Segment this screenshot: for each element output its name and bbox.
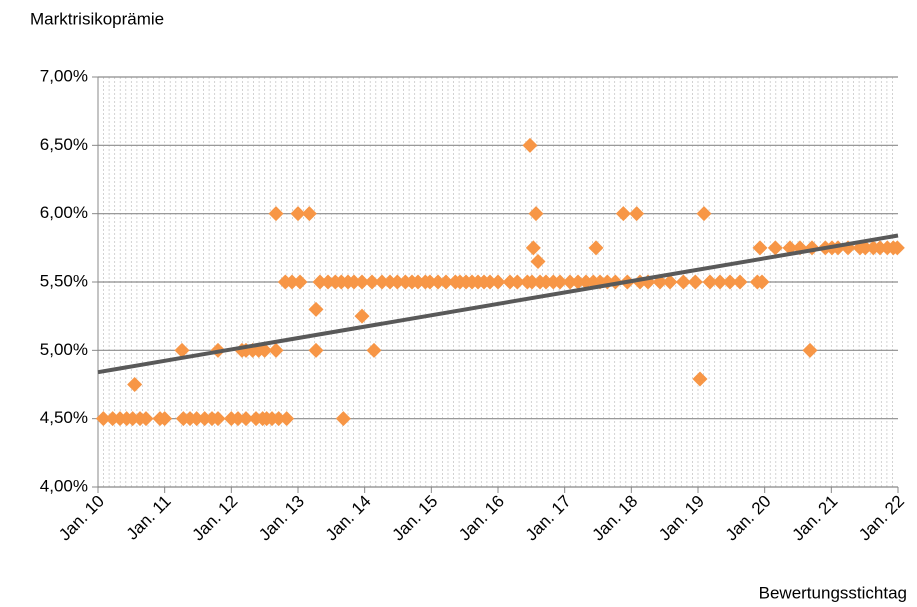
scatter-point bbox=[692, 371, 708, 387]
scatter-point bbox=[509, 274, 525, 290]
scatter-point bbox=[482, 274, 498, 290]
scatter-point bbox=[722, 274, 738, 290]
scatter-point bbox=[767, 240, 783, 256]
scatter-point bbox=[210, 411, 226, 427]
scatter-point bbox=[364, 274, 380, 290]
scatter-point bbox=[284, 274, 300, 290]
scatter-point bbox=[889, 240, 905, 256]
y-tick-label: 5,50% bbox=[40, 271, 88, 290]
scatter-point bbox=[752, 240, 768, 256]
scatter-point bbox=[174, 342, 190, 358]
scatter-point bbox=[389, 274, 405, 290]
scatter-point bbox=[687, 274, 703, 290]
scatter-point bbox=[562, 274, 578, 290]
scatter-point bbox=[301, 206, 317, 222]
scatter-point bbox=[490, 274, 506, 290]
scatter-point bbox=[570, 274, 586, 290]
scatter-point bbox=[422, 274, 438, 290]
scatter-point bbox=[95, 411, 111, 427]
scatter-point bbox=[268, 206, 284, 222]
scatter-point bbox=[354, 274, 370, 290]
scatter-point bbox=[308, 301, 324, 317]
x-tick-label: Jan. 12 bbox=[188, 492, 241, 545]
scatter-point bbox=[802, 342, 818, 358]
scatter-point bbox=[290, 206, 306, 222]
scatter-point bbox=[438, 274, 454, 290]
y-tick-label: 4,50% bbox=[40, 408, 88, 427]
scatter-point bbox=[530, 254, 546, 269]
scatter-point bbox=[354, 308, 370, 324]
scatter-point bbox=[857, 240, 873, 256]
scatter-point bbox=[374, 274, 390, 290]
scatter-point bbox=[524, 274, 540, 290]
scatter-point bbox=[127, 377, 143, 392]
scatter-point bbox=[629, 206, 645, 222]
scatter-point bbox=[754, 274, 770, 290]
scatter-point bbox=[712, 274, 728, 290]
x-tick-label: Jan. 10 bbox=[55, 492, 108, 545]
scatter-point bbox=[702, 274, 718, 290]
x-tick-label: Jan. 19 bbox=[655, 492, 708, 545]
scatter-point bbox=[662, 274, 678, 290]
scatter-point bbox=[189, 411, 205, 427]
x-tick-label: Jan. 13 bbox=[255, 492, 308, 545]
scatter-point bbox=[312, 274, 328, 290]
y-tick-label: 6,00% bbox=[40, 203, 88, 222]
scatter-point bbox=[675, 274, 691, 290]
scatter-point bbox=[588, 240, 604, 256]
x-axis-title: Bewertungsstichtag bbox=[759, 583, 907, 602]
scatter-point bbox=[238, 411, 254, 427]
x-tick-label: Jan. 15 bbox=[388, 492, 441, 545]
y-tick-label: 5,00% bbox=[40, 340, 88, 359]
y-tick-label: 7,00% bbox=[40, 66, 88, 85]
scatter-point bbox=[522, 137, 538, 153]
scatter-point bbox=[292, 274, 308, 290]
y-tick-label: 6,50% bbox=[40, 135, 88, 154]
scatter-point bbox=[230, 411, 246, 427]
x-tick-label: Jan. 16 bbox=[455, 492, 508, 545]
scatter-point bbox=[268, 342, 284, 358]
scatter-point bbox=[696, 206, 712, 222]
scatter-point bbox=[257, 342, 273, 358]
y-axis-title: Marktrisikoprämie bbox=[30, 9, 164, 28]
x-tick-label: Jan. 11 bbox=[123, 492, 175, 544]
y-tick-label: 4,00% bbox=[40, 476, 88, 495]
scatter-point bbox=[271, 411, 287, 427]
scatter-point bbox=[346, 274, 362, 290]
scatter-point bbox=[552, 274, 568, 290]
x-tick-label: Jan. 14 bbox=[322, 492, 375, 545]
scatter-point bbox=[279, 411, 295, 427]
scatter-point bbox=[528, 206, 544, 222]
x-tick-label: Jan. 21 bbox=[788, 492, 841, 545]
scatter-point bbox=[525, 240, 541, 256]
x-tick-label: Jan. 22 bbox=[855, 492, 908, 545]
scatter-point bbox=[138, 411, 154, 427]
scatter-point bbox=[615, 206, 631, 222]
x-tick-label: Jan. 17 bbox=[522, 492, 575, 545]
scatter-point bbox=[308, 342, 324, 358]
scatter-point bbox=[732, 274, 748, 290]
scatter-point bbox=[430, 274, 446, 290]
trend-line bbox=[97, 233, 899, 375]
scatter-point bbox=[366, 342, 382, 358]
scatter-point bbox=[157, 411, 173, 427]
scatter-point bbox=[335, 411, 351, 427]
x-tick-label: Jan. 20 bbox=[722, 492, 775, 545]
x-tick-label: Jan. 18 bbox=[588, 492, 641, 545]
